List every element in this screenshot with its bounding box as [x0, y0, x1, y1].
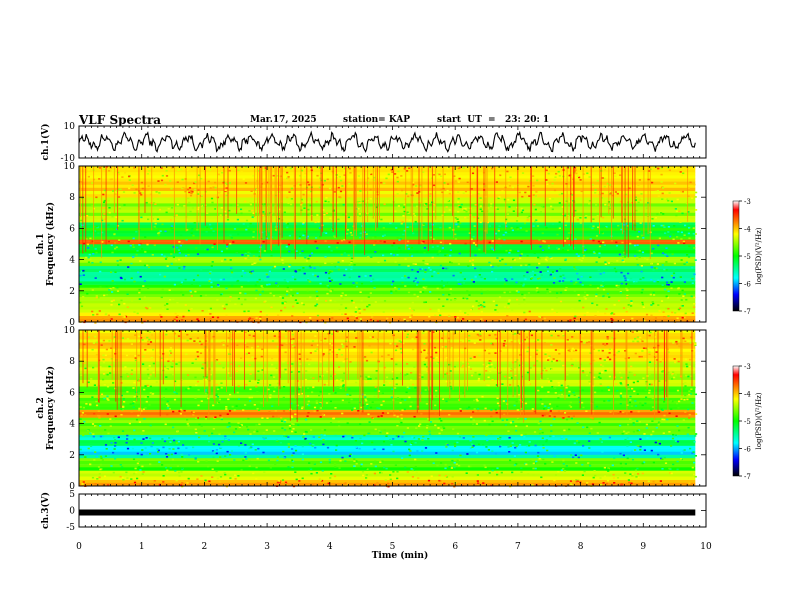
y-tick-label: 8	[69, 357, 75, 367]
date-label: Mar.17, 2025	[250, 115, 317, 125]
y-tick-label: 6	[69, 388, 75, 398]
colorbar-tick-label: -5	[744, 418, 751, 426]
y-axis-label: ch.1(V)	[40, 124, 51, 161]
colorbar-tick-label: -6	[744, 281, 751, 289]
y-axis-label: Frequency (kHz)	[45, 202, 56, 286]
ch2-colorbar	[732, 365, 740, 477]
y-tick-label: 6	[69, 224, 75, 234]
x-tick-label: 5	[390, 542, 396, 552]
colorbar-tick-label: -3	[744, 363, 751, 371]
colorbar-tick-label: -6	[744, 446, 751, 454]
ch1-waveform-panel	[78, 125, 707, 159]
colorbar-tick-label: -7	[744, 473, 751, 481]
plot-title: VLF Spectra	[79, 113, 162, 127]
y-tick-label: 10	[64, 326, 76, 336]
start-time-label: start UT = 23: 20: 1	[437, 115, 550, 125]
colorbar-tick-label: -3	[744, 198, 751, 206]
ch1-spectrogram-panel	[78, 165, 707, 324]
y-tick-label: 10	[64, 162, 76, 172]
ch1-spectrogram-heatmap	[79, 166, 706, 324]
x-tick-label: 8	[578, 542, 584, 552]
x-tick-label: 2	[202, 542, 208, 552]
y-axis-label: ch.2	[36, 397, 46, 418]
ch3-waveform-panel	[78, 493, 707, 528]
x-tick-label: 3	[264, 542, 270, 552]
y-tick-label: 8	[69, 193, 75, 203]
x-tick-label: 7	[515, 542, 521, 552]
ch2-spectrogram-panel	[78, 329, 707, 488]
colorbar-tick-label: -4	[744, 226, 751, 234]
ch1-colorbar	[732, 200, 740, 312]
y-tick-label: 0	[69, 482, 75, 492]
y-tick-label: 0	[69, 507, 75, 517]
y-axis-label: Frequency (kHz)	[45, 366, 56, 450]
x-tick-label: 0	[76, 542, 82, 552]
x-tick-label: 1	[139, 542, 145, 552]
y-tick-label: 5	[69, 490, 75, 500]
y-tick-label: 4	[69, 256, 75, 266]
x-tick-label: 4	[327, 542, 333, 552]
ch1-waveform-line	[78, 130, 696, 153]
colorbar-tick-label: -4	[744, 391, 751, 399]
y-axis-label: ch.1	[36, 233, 46, 254]
axis-ticks	[78, 125, 742, 528]
x-axis-label: Time (min)	[372, 550, 429, 561]
colorbar-tick-label: -7	[744, 308, 751, 316]
y-tick-label: -10	[61, 154, 76, 164]
y-axis-label: ch.3(V)	[40, 492, 51, 529]
ch3-waveform-line	[79, 509, 696, 516]
x-tick-label: 6	[452, 542, 458, 552]
x-tick-label: 9	[640, 542, 646, 552]
y-tick-label: 2	[69, 451, 75, 461]
y-tick-label: 0	[69, 318, 75, 328]
y-tick-label: -5	[66, 523, 75, 533]
colorbar-tick-label: -5	[744, 253, 751, 261]
ch2-spectrogram-heatmap	[79, 330, 706, 488]
colorbar-label: log(PSD)(V²/Hz)	[755, 392, 763, 449]
y-tick-label: 4	[69, 420, 75, 430]
x-tick-label: 10	[700, 542, 712, 552]
colorbar-label: log(PSD)(V²/Hz)	[755, 227, 763, 284]
station-label: station= KAP	[343, 115, 411, 125]
y-tick-label: 10	[64, 122, 76, 132]
y-tick-label: 2	[69, 287, 75, 297]
